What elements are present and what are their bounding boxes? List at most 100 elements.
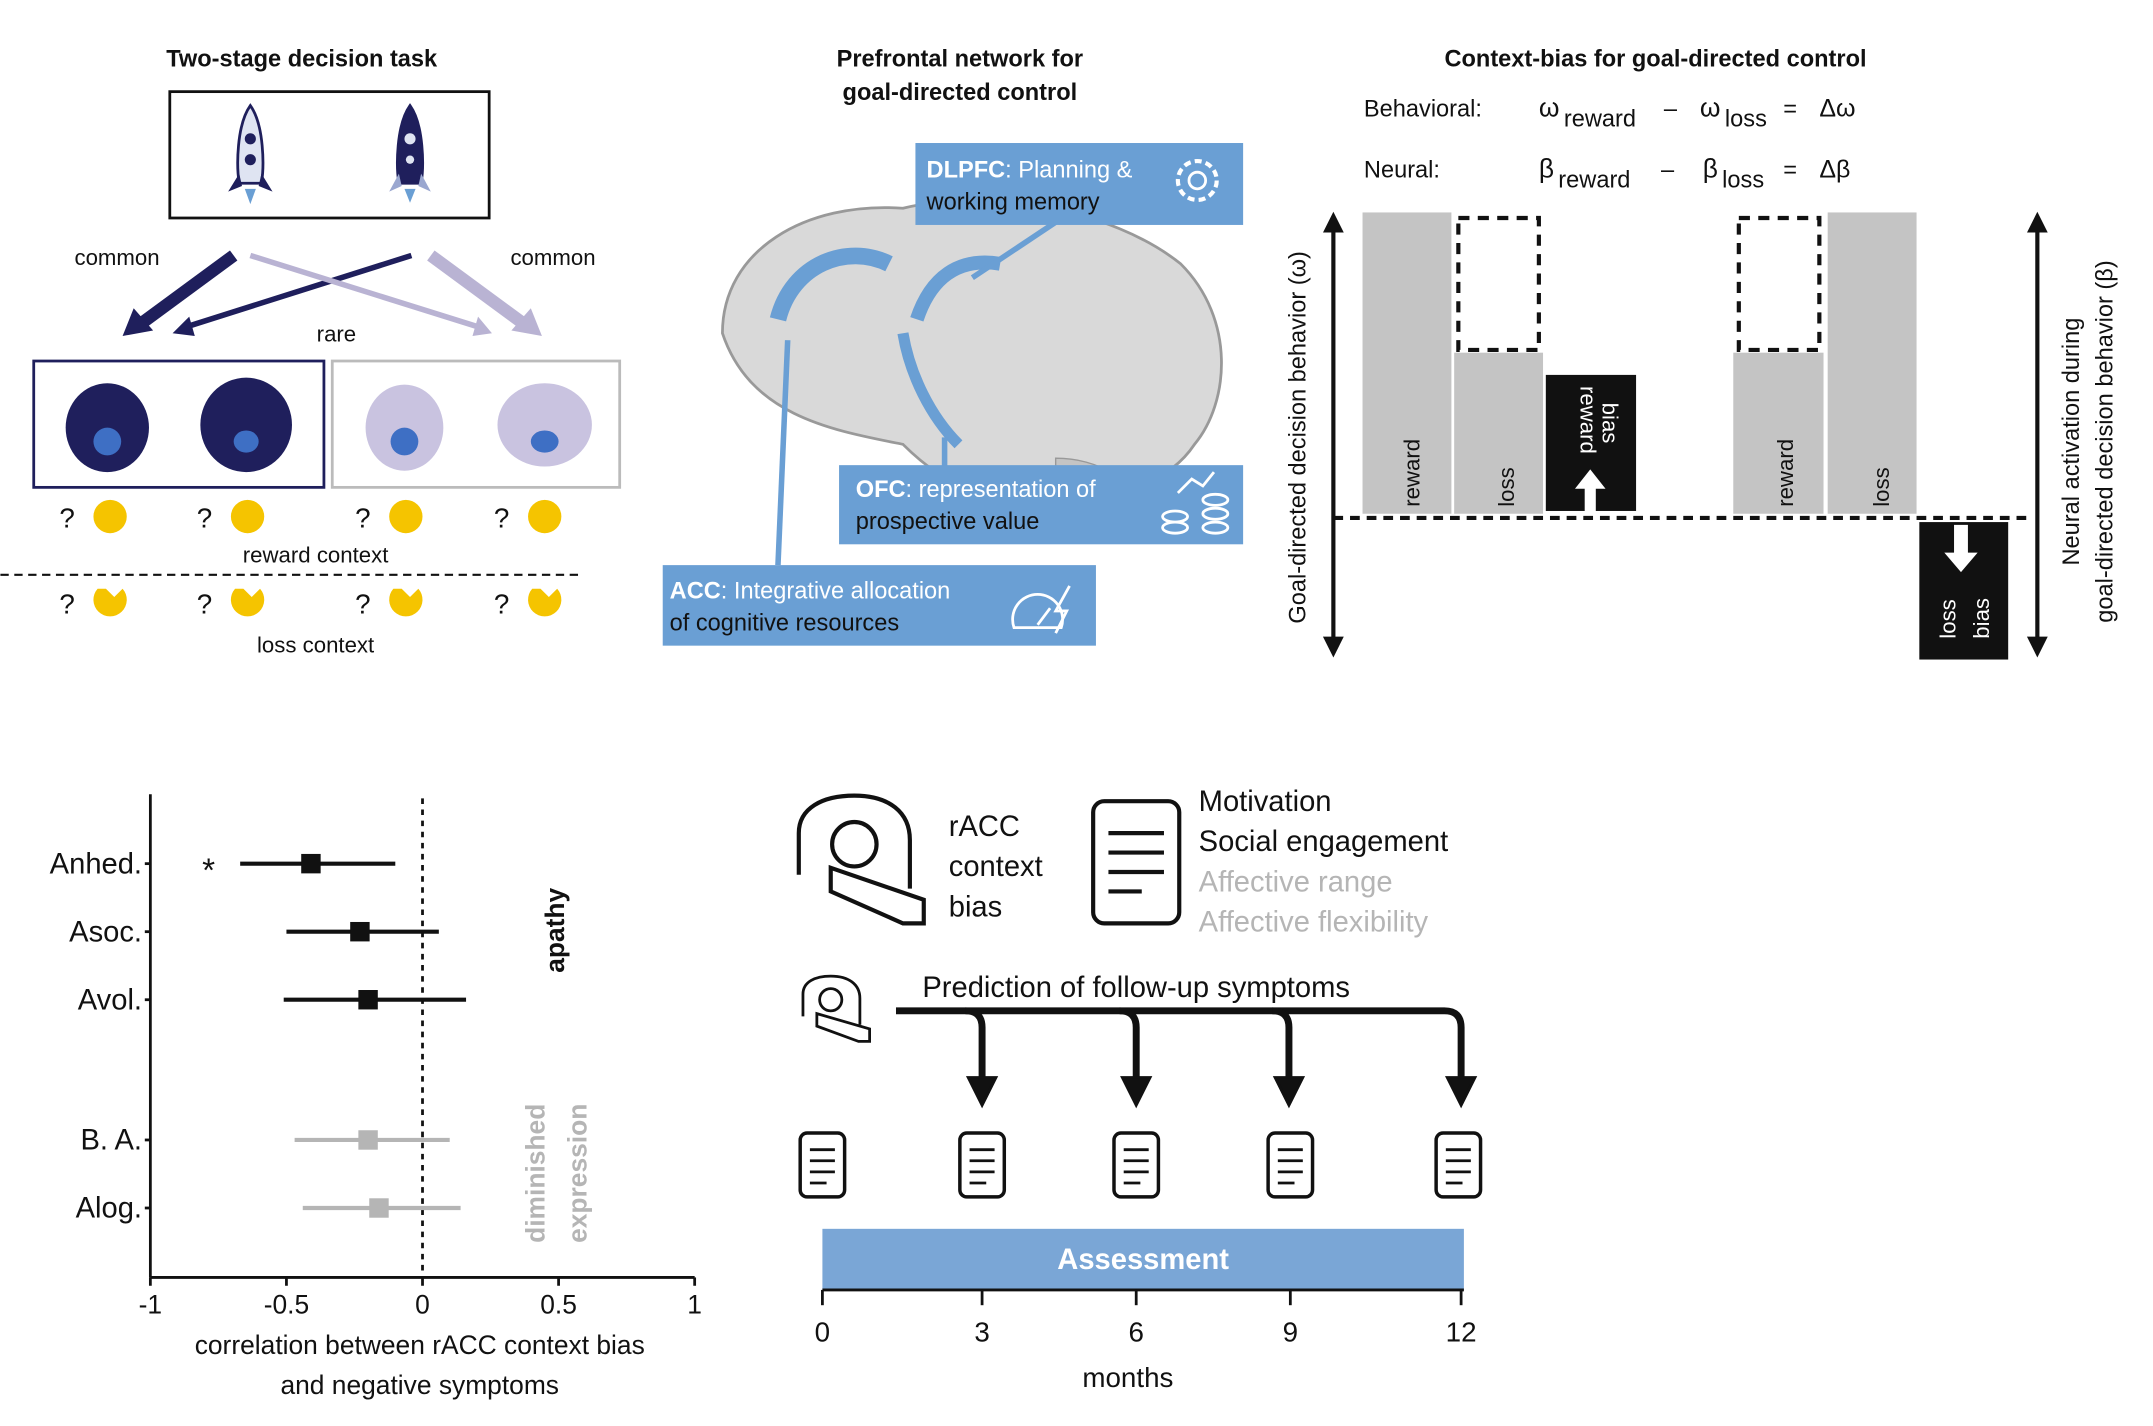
- question-mark: ?: [59, 503, 74, 534]
- down-arrow-icon: [1944, 524, 1978, 573]
- panel-two-stage-task: Two-stage decision task common common ra…: [0, 47, 622, 658]
- beta-symbol: β: [1703, 154, 1718, 184]
- x-tick-label: -1: [139, 1290, 162, 1320]
- reward-context-label: reward context: [243, 542, 389, 567]
- rare-label: rare: [317, 322, 356, 347]
- point-estimate: [301, 853, 321, 874]
- x-tick-label: 1: [687, 1290, 702, 1320]
- question-mark: ?: [355, 503, 370, 534]
- broken-coin-icon: [528, 588, 562, 617]
- y-tick-label: Alog.: [76, 1193, 142, 1225]
- month-ticks: 0 3 6 9 12: [815, 1289, 1477, 1347]
- behavioral-label: Behavioral:: [1364, 97, 1482, 123]
- group-label-diminished: diminished: [521, 1104, 551, 1243]
- neural-reward-gap: [1736, 215, 1822, 352]
- months-label: months: [1082, 1362, 1173, 1393]
- month-tick-label: 6: [1128, 1316, 1143, 1347]
- panel-prediction: rACC context bias Motivation Social enga…: [796, 786, 1483, 1393]
- right-axis-label-1: Neural activation during: [2059, 318, 2085, 566]
- month-tick-label: 3: [974, 1316, 989, 1347]
- common-left-label: common: [74, 245, 159, 270]
- group-label-expression: expression: [562, 1104, 592, 1243]
- panel-forest-plot: Anhed.Asoc.Avol.B. A.Alog.-1 -0.5 0 0.5 1 * …: [50, 794, 702, 1400]
- questionnaire-icon: [1112, 1131, 1161, 1199]
- speedometer-icon: [1011, 585, 1071, 634]
- questionnaire-icon: [798, 1131, 847, 1199]
- gear-icon: [1175, 158, 1219, 203]
- x-axis-label-2: and negative symptoms: [280, 1370, 559, 1400]
- loss-outcomes: ? ? ? ?: [59, 588, 562, 620]
- subscript-loss: loss: [1722, 167, 1764, 193]
- behavior-loss-gap: [1456, 215, 1541, 352]
- reward-bias-label-1: reward: [1576, 386, 1601, 454]
- assessment-label: Assessment: [1057, 1244, 1229, 1276]
- mri-scanner-icon: [796, 793, 926, 926]
- acc-desc-1: : Integrative allocation: [721, 578, 951, 604]
- rocket-icon: [228, 103, 273, 205]
- neural-loss-bar: [1827, 212, 1917, 514]
- forest-marks: Anhed. Asoc. Avol. B. A. Alog. -1 -0.5 0 0.5 1: [50, 848, 702, 1319]
- dlpfc-desc-2: working memory: [926, 190, 1100, 216]
- up-arrow-icon: [1574, 469, 1606, 511]
- network-title-line1: Prefrontal network for: [837, 47, 1083, 73]
- equals-sign: =: [1783, 97, 1797, 123]
- x-axis-label-1: correlation between rACC context bias: [195, 1330, 645, 1360]
- point-estimate: [350, 921, 370, 942]
- bias-title: Context-bias for goal-directed control: [1444, 47, 1866, 73]
- coin-icon: [389, 499, 423, 534]
- acc-abbr: ACC: [670, 578, 721, 604]
- monster-icon: [497, 383, 592, 467]
- racc-label-3: bias: [949, 891, 1002, 923]
- panel-context-bias: Context-bias for goal-directed control B…: [1286, 47, 2118, 660]
- measure-social-engagement: Social engagement: [1199, 826, 1449, 858]
- beta-symbol: β: [1539, 154, 1554, 184]
- acc-label-box: ACC: Integrative allocation of cognitive…: [662, 565, 1096, 646]
- point-estimate: [358, 990, 378, 1010]
- neural-reward-bar: [1733, 352, 1824, 514]
- questionnaire-icon: [958, 1131, 1007, 1199]
- behavior-reward-bar: [1362, 212, 1452, 514]
- subscript-reward: reward: [1564, 106, 1636, 132]
- assessment-bar: [822, 1228, 1464, 1290]
- acc-desc-2: of cognitive resources: [670, 610, 899, 636]
- question-mark: ?: [197, 589, 212, 620]
- ofc-abbr: OFC: [856, 477, 906, 503]
- behavior-reward-label: reward: [1399, 439, 1424, 507]
- omega-symbol: ω: [1539, 93, 1560, 123]
- transition-arrows: [122, 250, 542, 337]
- right-axis-label-2: goal-directed decision behavior (β): [2092, 260, 2118, 622]
- subscript-loss: loss: [1725, 106, 1767, 132]
- x-tick-label: 0: [415, 1290, 430, 1320]
- first-stage-box: [168, 90, 491, 220]
- loss-bias-label-2: bias: [1969, 598, 1994, 639]
- coin-icon: [93, 499, 127, 534]
- question-mark: ?: [494, 589, 509, 620]
- group-label-apathy: apathy: [540, 887, 570, 972]
- loss-context-label: loss context: [257, 633, 374, 658]
- broken-coin-icon: [230, 588, 265, 617]
- behavior-loss-label: loss: [1494, 467, 1519, 506]
- subscript-reward: reward: [1558, 167, 1630, 193]
- point-estimate: [358, 1130, 378, 1150]
- behavior-loss-bar: [1454, 352, 1544, 514]
- prediction-label: Prediction of follow-up symptoms: [922, 972, 1350, 1004]
- prediction-arrows: [895, 1007, 1478, 1109]
- svg-text:OFC: representation of: OFC: representation of: [856, 477, 1096, 503]
- ofc-label-box: OFC: representation of prospective value: [839, 465, 1244, 545]
- neural-equation: β reward – β loss = Δβ: [1539, 154, 1851, 194]
- dlpfc-desc-1: : Planning &: [1005, 158, 1132, 184]
- racc-label-2: context: [949, 851, 1043, 883]
- acc-connector: [775, 340, 791, 566]
- measure-affective-range: Affective range: [1199, 866, 1393, 898]
- dlpfc-label-box: DLPFC: Planning & working memory: [915, 143, 1244, 225]
- reward-bias-label-2: bias: [1598, 403, 1623, 444]
- neural-loss-label: loss: [1869, 467, 1894, 506]
- svg-text:ACC: Integrative allocation: ACC: Integrative allocation: [670, 578, 951, 604]
- racc-label-1: rACC: [949, 811, 1020, 843]
- coin-icon: [230, 499, 265, 534]
- neural-label: Neural:: [1364, 158, 1440, 184]
- month-tick-label: 12: [1446, 1316, 1477, 1347]
- questionnaire-icon: [1434, 1131, 1483, 1199]
